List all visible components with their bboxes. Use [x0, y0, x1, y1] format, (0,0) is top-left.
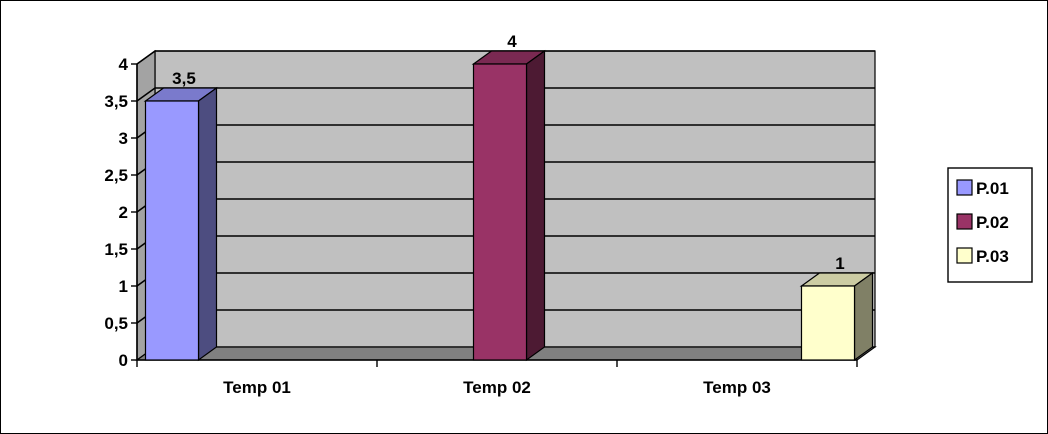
x-tick-label: Temp 02 — [463, 378, 531, 397]
bar-side — [197, 86, 218, 362]
x-tick-label: Temp 03 — [703, 378, 771, 397]
legend-swatch — [956, 179, 973, 196]
data-labels: 3,5 4 1 — [172, 32, 845, 273]
gridline — [136, 87, 875, 102]
y-tick-label: 2,5 — [104, 166, 128, 185]
data-label: 4 — [507, 32, 517, 51]
legend-swatch — [956, 247, 973, 264]
legend-swatch — [956, 213, 973, 230]
gridline — [136, 50, 875, 65]
data-label: 1 — [835, 254, 844, 273]
legend: P.01 P.02 P.03 — [947, 167, 1033, 283]
x-tick-label: Temp 01 — [223, 378, 291, 397]
legend-label: P.03 — [976, 247, 1009, 266]
bar-front — [472, 63, 528, 361]
bars — [143, 49, 875, 362]
y-axis-ticks: 0 0,5 1 1,5 2 2,5 3 3,5 4 — [104, 55, 137, 370]
y-tick-label: 1 — [119, 277, 128, 296]
y-tick-label: 0,5 — [104, 314, 128, 333]
data-label: 3,5 — [172, 69, 196, 88]
bar-front — [144, 100, 200, 361]
legend-label: P.02 — [976, 213, 1009, 232]
y-tick-label: 0 — [119, 351, 128, 370]
y-tick-label: 1,5 — [104, 240, 128, 259]
bar — [471, 49, 547, 362]
y-tick-label: 4 — [119, 55, 129, 74]
bar-side — [525, 49, 546, 362]
bar — [799, 271, 875, 362]
bar-side — [853, 271, 874, 362]
bar-front — [800, 285, 856, 361]
y-tick-label: 2 — [119, 203, 128, 222]
y-tick-label: 3 — [119, 129, 128, 148]
bar — [143, 86, 219, 362]
x-axis-ticks: Temp 01 Temp 02 Temp 03 — [136, 360, 858, 397]
y-tick-label: 3,5 — [104, 92, 128, 111]
legend-label: P.01 — [976, 179, 1009, 198]
